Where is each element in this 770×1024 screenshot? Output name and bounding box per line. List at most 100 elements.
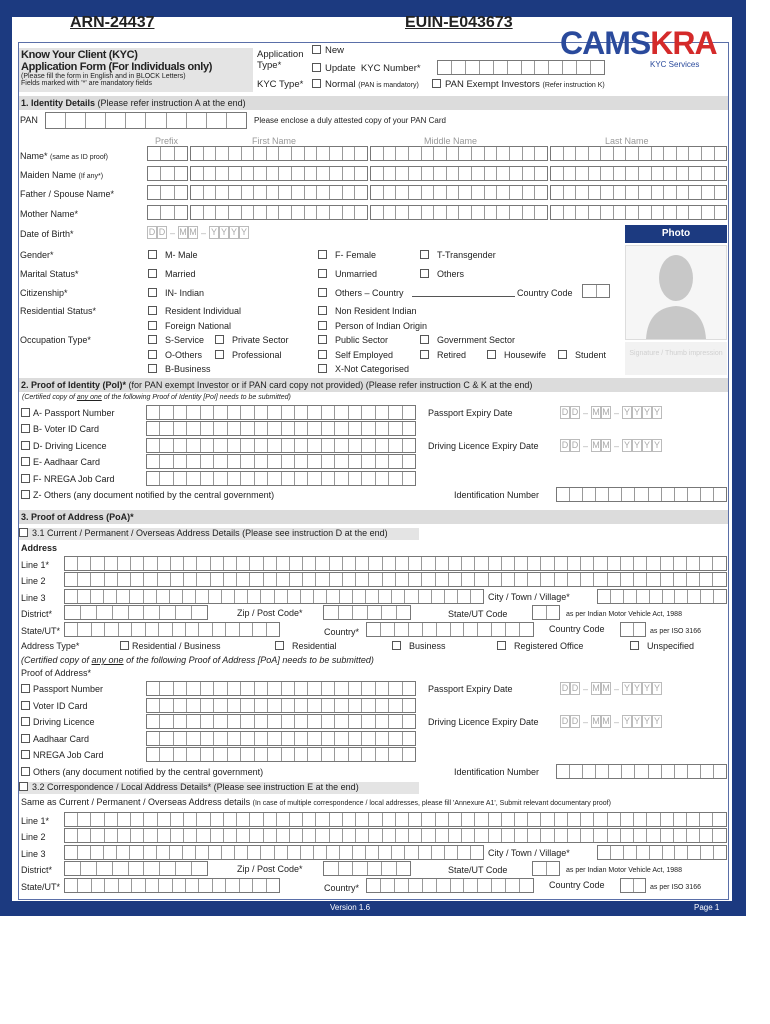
box-cell[interactable] <box>702 186 715 199</box>
date-cell[interactable]: Y <box>632 682 643 695</box>
box-cell[interactable] <box>591 61 604 74</box>
box-cell[interactable] <box>343 829 357 842</box>
box-cell[interactable] <box>211 573 224 586</box>
father-name-prefix-input[interactable] <box>147 185 188 200</box>
other-country-checkbox[interactable] <box>318 288 327 297</box>
box-cell[interactable] <box>382 606 397 619</box>
box-cell[interactable] <box>160 699 174 712</box>
marital-others-checkbox[interactable] <box>420 269 429 278</box>
box-cell[interactable] <box>422 186 435 199</box>
box-cell[interactable] <box>356 829 370 842</box>
poi-voter-input[interactable] <box>146 421 416 436</box>
box-cell[interactable] <box>485 186 498 199</box>
box-cell[interactable] <box>701 488 714 501</box>
box-cell[interactable] <box>132 879 146 892</box>
box-cell[interactable] <box>449 573 463 586</box>
box-cell[interactable] <box>368 862 382 875</box>
date-cell[interactable]: D <box>570 682 580 695</box>
box-cell[interactable] <box>382 862 397 875</box>
resident-individual-option[interactable]: Resident Individual <box>148 306 241 316</box>
box-cell[interactable] <box>240 623 254 636</box>
box-cell[interactable] <box>184 557 198 570</box>
box-cell[interactable] <box>268 422 282 435</box>
box-cell[interactable] <box>674 573 688 586</box>
date-cell[interactable]: Y <box>622 406 633 419</box>
box-cell[interactable] <box>594 829 608 842</box>
maiden-name-first-input[interactable] <box>190 166 368 181</box>
box-cell[interactable] <box>174 406 188 419</box>
box-cell[interactable] <box>528 813 542 826</box>
foreign-national-option[interactable]: Foreign National <box>148 321 231 331</box>
business-option[interactable]: B-Business <box>148 364 211 374</box>
box-cell[interactable] <box>91 846 105 859</box>
box-cell[interactable] <box>197 829 211 842</box>
box-cell[interactable] <box>308 472 322 485</box>
box-cell[interactable] <box>362 422 376 435</box>
correspondence-line2-input[interactable] <box>64 828 727 843</box>
box-cell[interactable] <box>147 699 161 712</box>
box-cell[interactable] <box>403 406 415 419</box>
box-cell[interactable] <box>147 472 161 485</box>
box-cell[interactable] <box>322 455 336 468</box>
box-cell[interactable] <box>376 748 390 761</box>
box-cell[interactable] <box>282 748 295 761</box>
box-cell[interactable] <box>349 406 363 419</box>
box-cell[interactable] <box>422 206 435 219</box>
box-cell[interactable] <box>451 879 465 892</box>
box-cell[interactable] <box>343 186 356 199</box>
date-cell[interactable]: M <box>591 715 602 728</box>
box-cell[interactable] <box>308 732 322 745</box>
box-cell[interactable] <box>343 813 357 826</box>
box-cell[interactable] <box>65 862 81 875</box>
box-cell[interactable] <box>279 167 293 180</box>
box-cell[interactable] <box>160 715 174 728</box>
box-cell[interactable] <box>159 623 173 636</box>
box-cell[interactable] <box>497 167 511 180</box>
box-cell[interactable] <box>255 422 269 435</box>
box-cell[interactable] <box>362 455 376 468</box>
male-checkbox[interactable] <box>148 250 157 259</box>
box-cell[interactable] <box>549 61 564 74</box>
box-cell[interactable] <box>353 606 368 619</box>
box-cell[interactable] <box>226 879 240 892</box>
box-cell[interactable] <box>187 472 201 485</box>
box-cell[interactable] <box>144 829 158 842</box>
box-cell[interactable] <box>409 167 422 180</box>
box-cell[interactable] <box>502 573 515 586</box>
box-cell[interactable] <box>464 623 479 636</box>
poa-passport-option[interactable]: Passport Number <box>21 684 103 694</box>
poi-passport-option[interactable]: A- Passport Number <box>21 408 115 418</box>
box-cell[interactable] <box>146 623 160 636</box>
box-cell[interactable] <box>147 732 161 745</box>
box-cell[interactable] <box>255 455 269 468</box>
box-cell[interactable] <box>330 829 343 842</box>
box-cell[interactable] <box>91 829 105 842</box>
date-cell[interactable]: D <box>560 715 570 728</box>
box-cell[interactable] <box>187 422 201 435</box>
box-cell[interactable] <box>175 186 187 199</box>
box-cell[interactable] <box>687 829 701 842</box>
box-cell[interactable] <box>589 147 602 160</box>
box-cell[interactable] <box>241 472 255 485</box>
box-cell[interactable] <box>214 715 228 728</box>
box-cell[interactable] <box>608 813 621 826</box>
box-cell[interactable] <box>362 439 376 452</box>
box-cell[interactable] <box>184 573 198 586</box>
box-cell[interactable] <box>376 699 390 712</box>
occupation-others-option[interactable]: O-Others <box>148 350 202 360</box>
box-cell[interactable] <box>639 167 652 180</box>
box-cell[interactable] <box>449 557 463 570</box>
box-cell[interactable] <box>434 147 447 160</box>
date-cell[interactable]: Y <box>642 439 653 452</box>
box-cell[interactable] <box>301 590 314 603</box>
box-cell[interactable] <box>171 557 185 570</box>
box-cell[interactable] <box>528 829 542 842</box>
box-cell[interactable] <box>405 846 419 859</box>
date-cell[interactable]: M <box>601 715 612 728</box>
poa-nrega-option[interactable]: NREGA Job Card <box>21 750 104 760</box>
box-cell[interactable] <box>97 606 113 619</box>
box-cell[interactable] <box>277 573 290 586</box>
date-cell[interactable]: Y <box>229 226 240 239</box>
box-cell[interactable] <box>611 846 624 859</box>
box-cell[interactable] <box>66 113 87 128</box>
